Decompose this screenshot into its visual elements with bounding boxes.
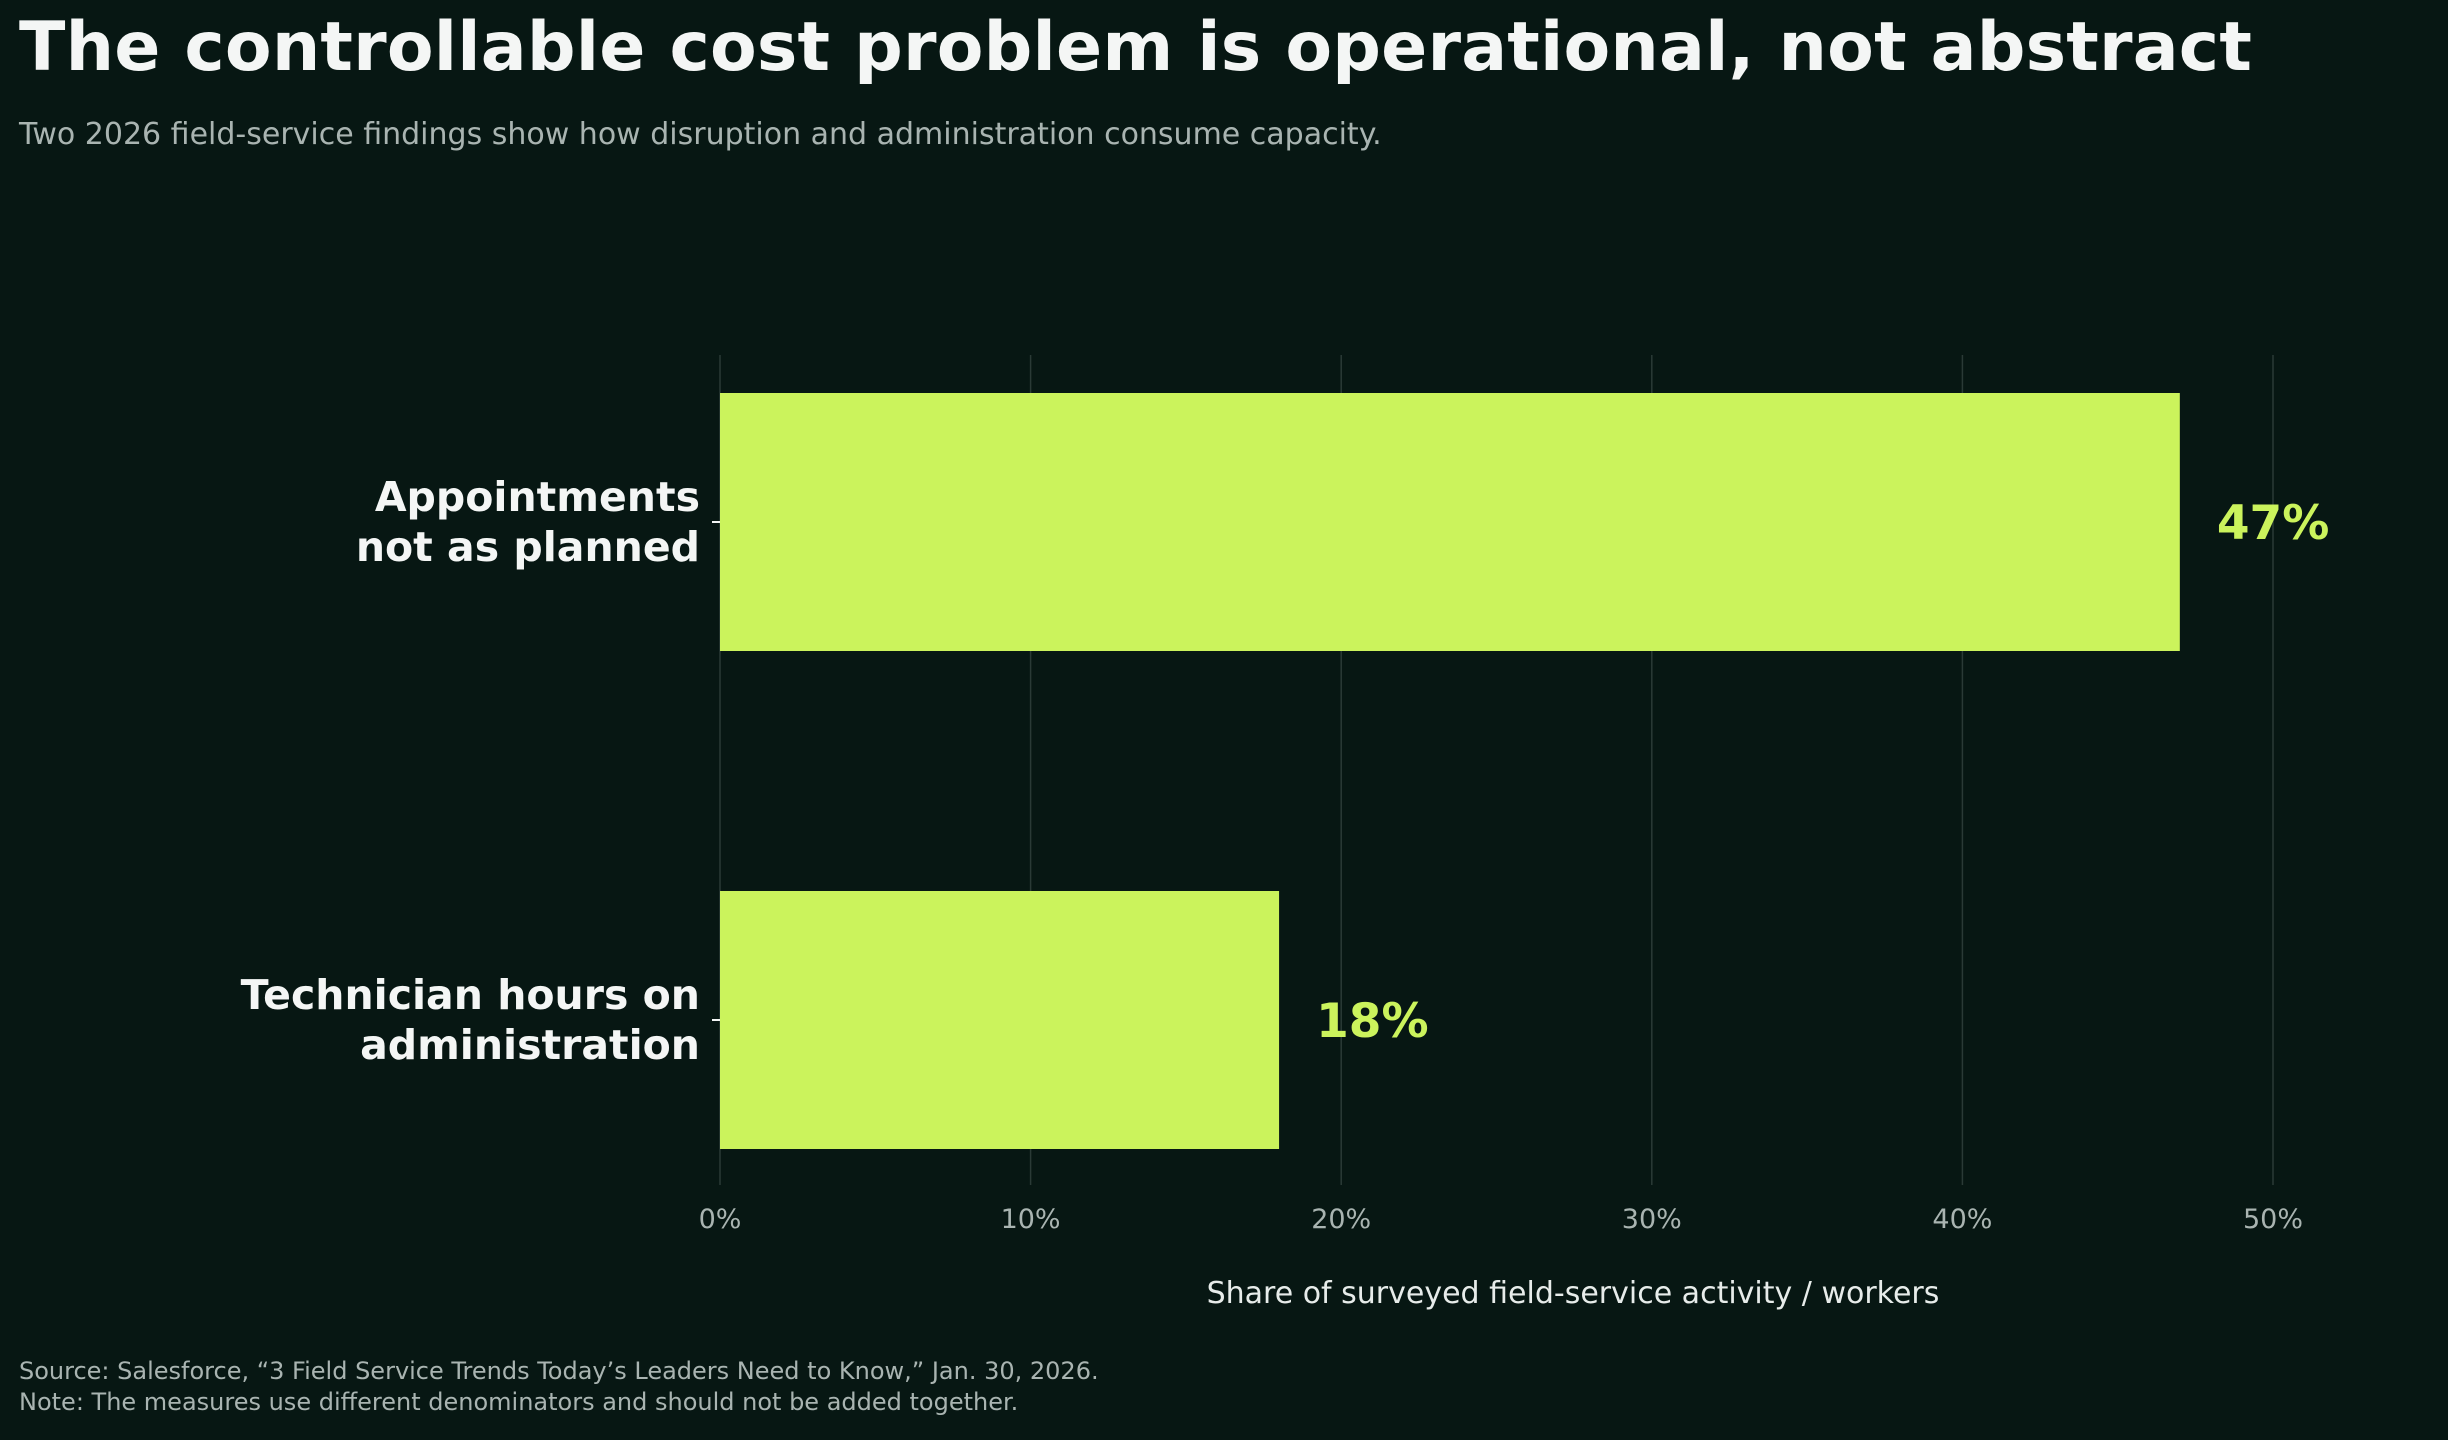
value-label: 18%	[1316, 994, 1429, 1049]
x-tick-label: 30%	[1622, 1204, 1682, 1235]
x-tick-label: 40%	[1932, 1204, 1992, 1235]
x-tick-label: 10%	[1001, 1204, 1061, 1235]
x-axis-title: Share of surveyed field-service activity…	[1207, 1276, 1940, 1311]
bars	[720, 393, 2180, 1149]
x-tick-label: 20%	[1311, 1204, 1371, 1235]
x-tick-label: 0%	[699, 1204, 742, 1235]
source-note: Source: Salesforce, “3 Field Service Tre…	[19, 1357, 1099, 1385]
labels: Appointments not as planned 47% Technician …	[241, 473, 2330, 1069]
chart-title: The controllable cost problem is operati…	[19, 8, 2253, 87]
category-label: Appointments not as planned	[356, 473, 700, 571]
x-axis-ticks: 0% 10% 20% 30% 40% 50%	[699, 1204, 2303, 1235]
value-label: 47%	[2217, 496, 2330, 551]
x-tick-label: 50%	[2243, 1204, 2303, 1235]
bar	[720, 393, 2180, 651]
category-label: Technician hours on administration	[241, 971, 700, 1069]
bar	[720, 891, 1280, 1149]
footnote: Note: The measures use different denomin…	[19, 1388, 1019, 1416]
chart-subtitle: Two 2026 field-service findings show how…	[19, 117, 1382, 152]
